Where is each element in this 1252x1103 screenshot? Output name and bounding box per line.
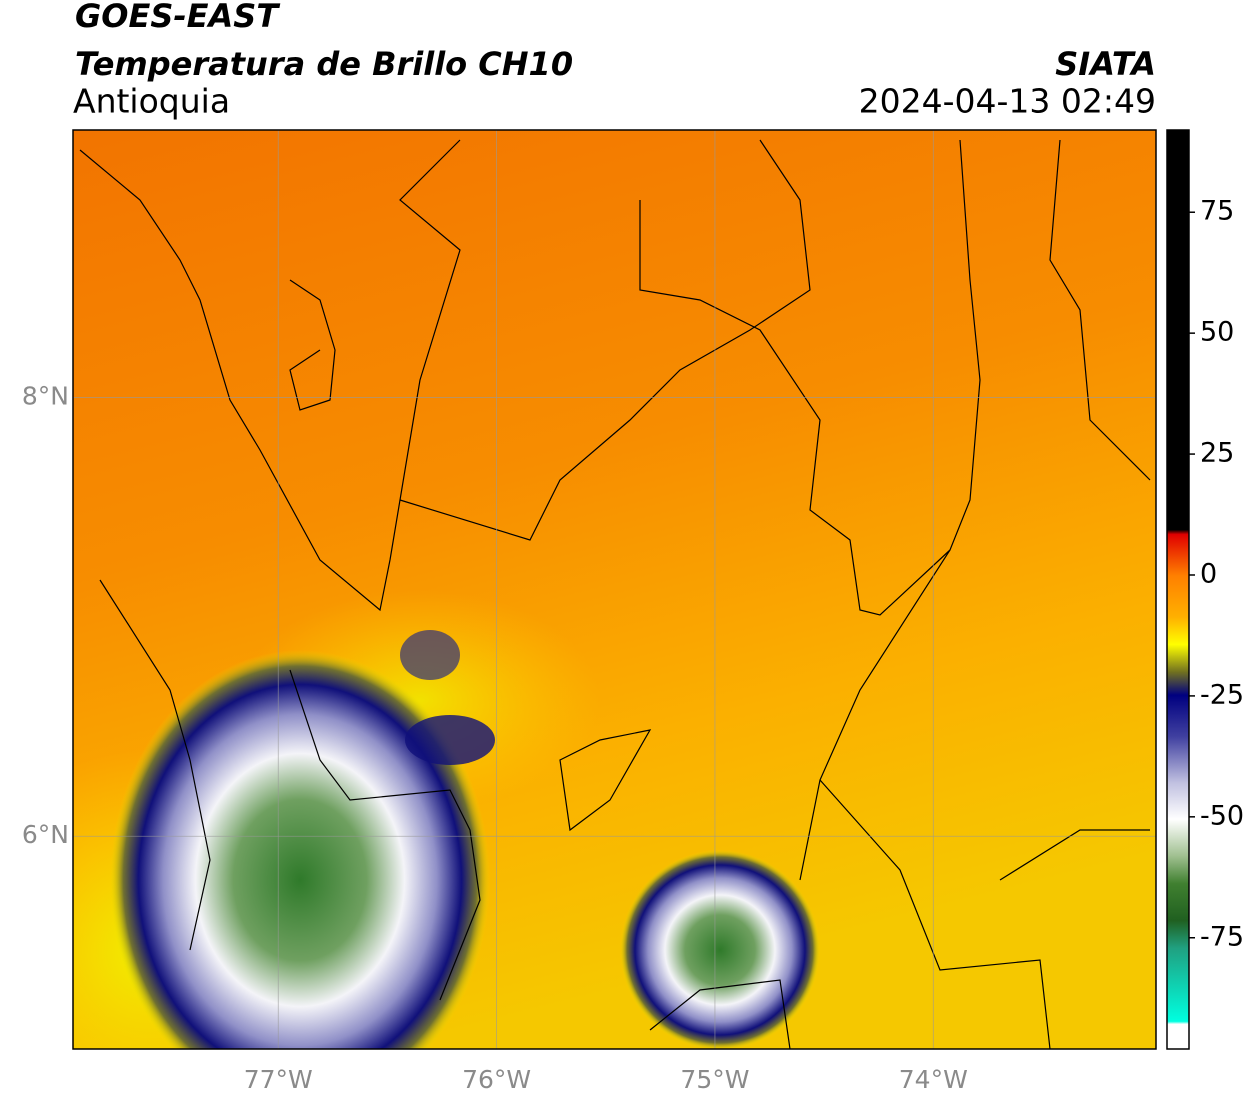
colorbar-tick-label: -75 bbox=[1200, 921, 1244, 952]
graticule bbox=[73, 130, 1156, 1049]
colorbar-tick-label: -25 bbox=[1200, 679, 1244, 710]
source: SIATA bbox=[1055, 45, 1156, 83]
colorbar bbox=[1166, 129, 1190, 1050]
y-tick-label: 6°N bbox=[22, 820, 69, 849]
y-tick-label: 8°N bbox=[22, 382, 69, 411]
subtitle: Temperatura de Brillo CH10 bbox=[75, 45, 573, 83]
colorbar-tick-label: 25 bbox=[1200, 438, 1234, 469]
datetime: 2024-04-13 02:49 bbox=[859, 82, 1156, 121]
satellite-image bbox=[73, 130, 1156, 1049]
colorbar-tick-label: -50 bbox=[1200, 800, 1244, 831]
title: GOES-EAST bbox=[75, 0, 280, 35]
x-tick-label: 74°W bbox=[899, 1065, 968, 1094]
x-tick-label: 77°W bbox=[244, 1065, 313, 1094]
region: Antioquia bbox=[73, 82, 230, 121]
colorbar-tick-label: 0 bbox=[1200, 558, 1217, 589]
map-frame bbox=[72, 129, 1157, 1050]
x-tick-label: 75°W bbox=[680, 1065, 749, 1094]
colorbar-tick-label: 50 bbox=[1200, 317, 1234, 348]
x-tick-label: 76°W bbox=[462, 1065, 531, 1094]
colorbar-tick-label: 75 bbox=[1200, 196, 1234, 227]
